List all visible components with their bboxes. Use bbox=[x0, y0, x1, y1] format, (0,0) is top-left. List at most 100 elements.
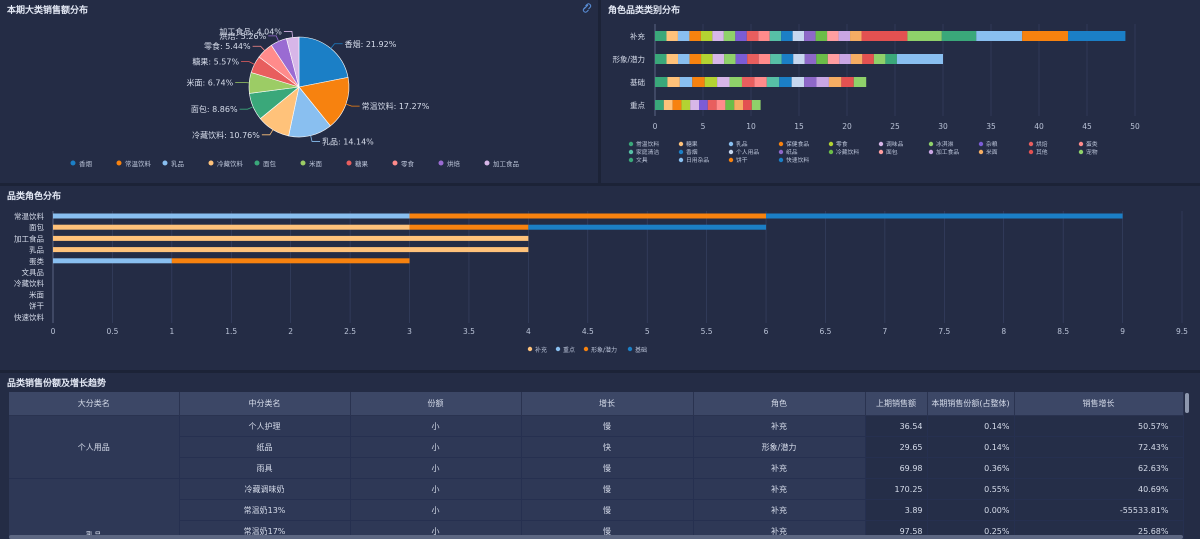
link-icon[interactable] bbox=[582, 3, 592, 13]
pie-leader-line bbox=[252, 45, 266, 51]
pie-data-label: 面包: 8.86% bbox=[191, 104, 238, 114]
cell: 小 bbox=[350, 478, 522, 500]
col-header[interactable]: 增长 bbox=[521, 392, 694, 416]
x-tick-label: 5.5 bbox=[701, 327, 713, 336]
x-tick-label: 20 bbox=[842, 122, 852, 131]
bar-segment bbox=[655, 54, 667, 64]
vertical-scrollbar[interactable] bbox=[1185, 393, 1189, 413]
bar-segment bbox=[724, 54, 736, 64]
x-tick-label: 0 bbox=[51, 327, 56, 336]
bar-segment bbox=[896, 54, 943, 64]
cell: 慢 bbox=[521, 457, 694, 479]
legend-marker bbox=[778, 141, 784, 147]
bar-segment bbox=[850, 31, 862, 41]
bar-segment bbox=[679, 77, 693, 87]
cell: 69.98 bbox=[865, 457, 928, 479]
pie-panel: 本期大类销售额分布 香烟: 21.92% 常温饮料: 17.27% 乳品: 14.1… bbox=[0, 0, 598, 183]
legend-marker bbox=[1078, 141, 1084, 147]
x-tick-label: 4 bbox=[526, 327, 531, 336]
cell: 0.14% bbox=[927, 415, 1015, 437]
col-header[interactable]: 份额 bbox=[350, 392, 522, 416]
legend-label: 烘焙 bbox=[447, 159, 461, 168]
legend-label: 蛋类 bbox=[1086, 140, 1098, 148]
cell: 补充 bbox=[693, 520, 866, 539]
bar-segment bbox=[409, 224, 529, 230]
cell: 62.63% bbox=[1014, 457, 1184, 479]
bar-segment bbox=[766, 77, 780, 87]
table-row[interactable]: 常温奶17% 小 慢 补充 97.58 0.25% 25.68% bbox=[9, 520, 1184, 539]
legend-marker bbox=[346, 160, 352, 166]
table-panel: 品类销售份额及增长趋势 大分类名 中分类名 份额 增长 角色 上期销售额 本期销… bbox=[0, 373, 1200, 539]
x-tick-label: 0 bbox=[653, 122, 658, 131]
x-tick-label: 5 bbox=[701, 122, 706, 131]
legend-marker bbox=[116, 160, 122, 166]
col-header[interactable]: 本期销售份额(占整体) bbox=[927, 392, 1015, 416]
bar-segment bbox=[885, 54, 897, 64]
y-tick-label: 基础 bbox=[630, 77, 645, 87]
col-header[interactable]: 销售增长 bbox=[1014, 392, 1184, 416]
col-header[interactable]: 大分类名 bbox=[9, 392, 180, 416]
bar-segment bbox=[828, 77, 842, 87]
legend-label: 保健食品 bbox=[786, 140, 809, 148]
bar-segment bbox=[781, 54, 794, 64]
pie-data-label: 零食: 5.44% bbox=[204, 41, 251, 51]
cell: 小 bbox=[350, 457, 522, 479]
x-tick-label: 9 bbox=[1120, 327, 1125, 336]
bar-segment bbox=[677, 31, 690, 41]
x-tick-label: 1.5 bbox=[225, 327, 237, 336]
bar-segment bbox=[700, 31, 713, 41]
legend-label: 冰淇淋 bbox=[936, 140, 954, 148]
bar-segment bbox=[976, 31, 1023, 41]
legend-label: 调味品 bbox=[886, 140, 904, 148]
x-tick-label: 3.5 bbox=[463, 327, 475, 336]
legend-marker bbox=[728, 157, 734, 163]
x-tick-label: 4.5 bbox=[582, 327, 594, 336]
bar-segment bbox=[717, 77, 730, 87]
legend-label: 乳品 bbox=[736, 140, 748, 148]
group-cell: 乳品 bbox=[9, 478, 180, 539]
cell: 小 bbox=[350, 520, 522, 539]
bar-segment bbox=[712, 54, 725, 64]
bar-segment bbox=[53, 247, 529, 253]
legend-label: 零食 bbox=[836, 140, 848, 148]
legend-label: 家庭清洁 bbox=[636, 148, 659, 156]
col-header[interactable]: 角色 bbox=[693, 392, 866, 416]
pie-data-label: 乳品: 14.14% bbox=[322, 136, 374, 146]
legend-marker bbox=[627, 346, 633, 352]
role-panel-title: 角色品类类别分布 bbox=[608, 6, 681, 16]
legend-marker bbox=[828, 141, 834, 147]
table-row[interactable]: 常温奶13% 小 慢 补充 3.89 0.00% -55533.81% bbox=[9, 499, 1184, 521]
cell: 慢 bbox=[521, 499, 694, 521]
col-header[interactable]: 上期销售额 bbox=[865, 392, 928, 416]
cell: 纸品 bbox=[179, 436, 351, 458]
legend-marker bbox=[484, 160, 490, 166]
pie-leader-line bbox=[310, 135, 321, 142]
bar-segment bbox=[743, 100, 752, 110]
horizontal-scrollbar[interactable] bbox=[9, 535, 1183, 539]
legend-marker bbox=[628, 157, 634, 163]
col-header[interactable]: 中分类名 bbox=[179, 392, 351, 416]
legend-label: 形象/潜力 bbox=[591, 346, 617, 354]
table-row[interactable]: 个人用品 个人护理 小 慢 补充 36.54 0.14% 50.57% bbox=[9, 415, 1184, 479]
pie-leader-line bbox=[345, 103, 360, 107]
cell: 形象/潜力 bbox=[693, 436, 866, 458]
table-row[interactable]: 乳品 冷藏调味奶 小 慢 补充 170.25 0.55% 40.69% bbox=[9, 478, 1184, 539]
legend-marker bbox=[1078, 149, 1084, 155]
pie-data-label: 香烟: 21.92% bbox=[345, 39, 397, 49]
legend-marker bbox=[678, 149, 684, 155]
x-tick-label: 3 bbox=[407, 327, 412, 336]
table-row[interactable]: 雨具 小 慢 补充 69.98 0.36% 62.63% bbox=[9, 457, 1184, 479]
legend-marker bbox=[828, 149, 834, 155]
bar-segment bbox=[838, 31, 851, 41]
legend-label: 个人用品 bbox=[736, 149, 759, 156]
legend-label: 其他 bbox=[1036, 148, 1048, 156]
x-tick-label: 30 bbox=[938, 122, 948, 131]
pie-leader-line bbox=[241, 61, 255, 65]
x-tick-label: 15 bbox=[794, 122, 804, 131]
bar-segment bbox=[747, 54, 759, 64]
y-tick-label: 面包 bbox=[29, 222, 44, 232]
table-row[interactable]: 纸品 小 快 形象/潜力 29.65 0.14% 72.43% bbox=[9, 436, 1184, 458]
bar-segment bbox=[804, 54, 817, 64]
cell: 50.57% bbox=[1014, 415, 1184, 437]
